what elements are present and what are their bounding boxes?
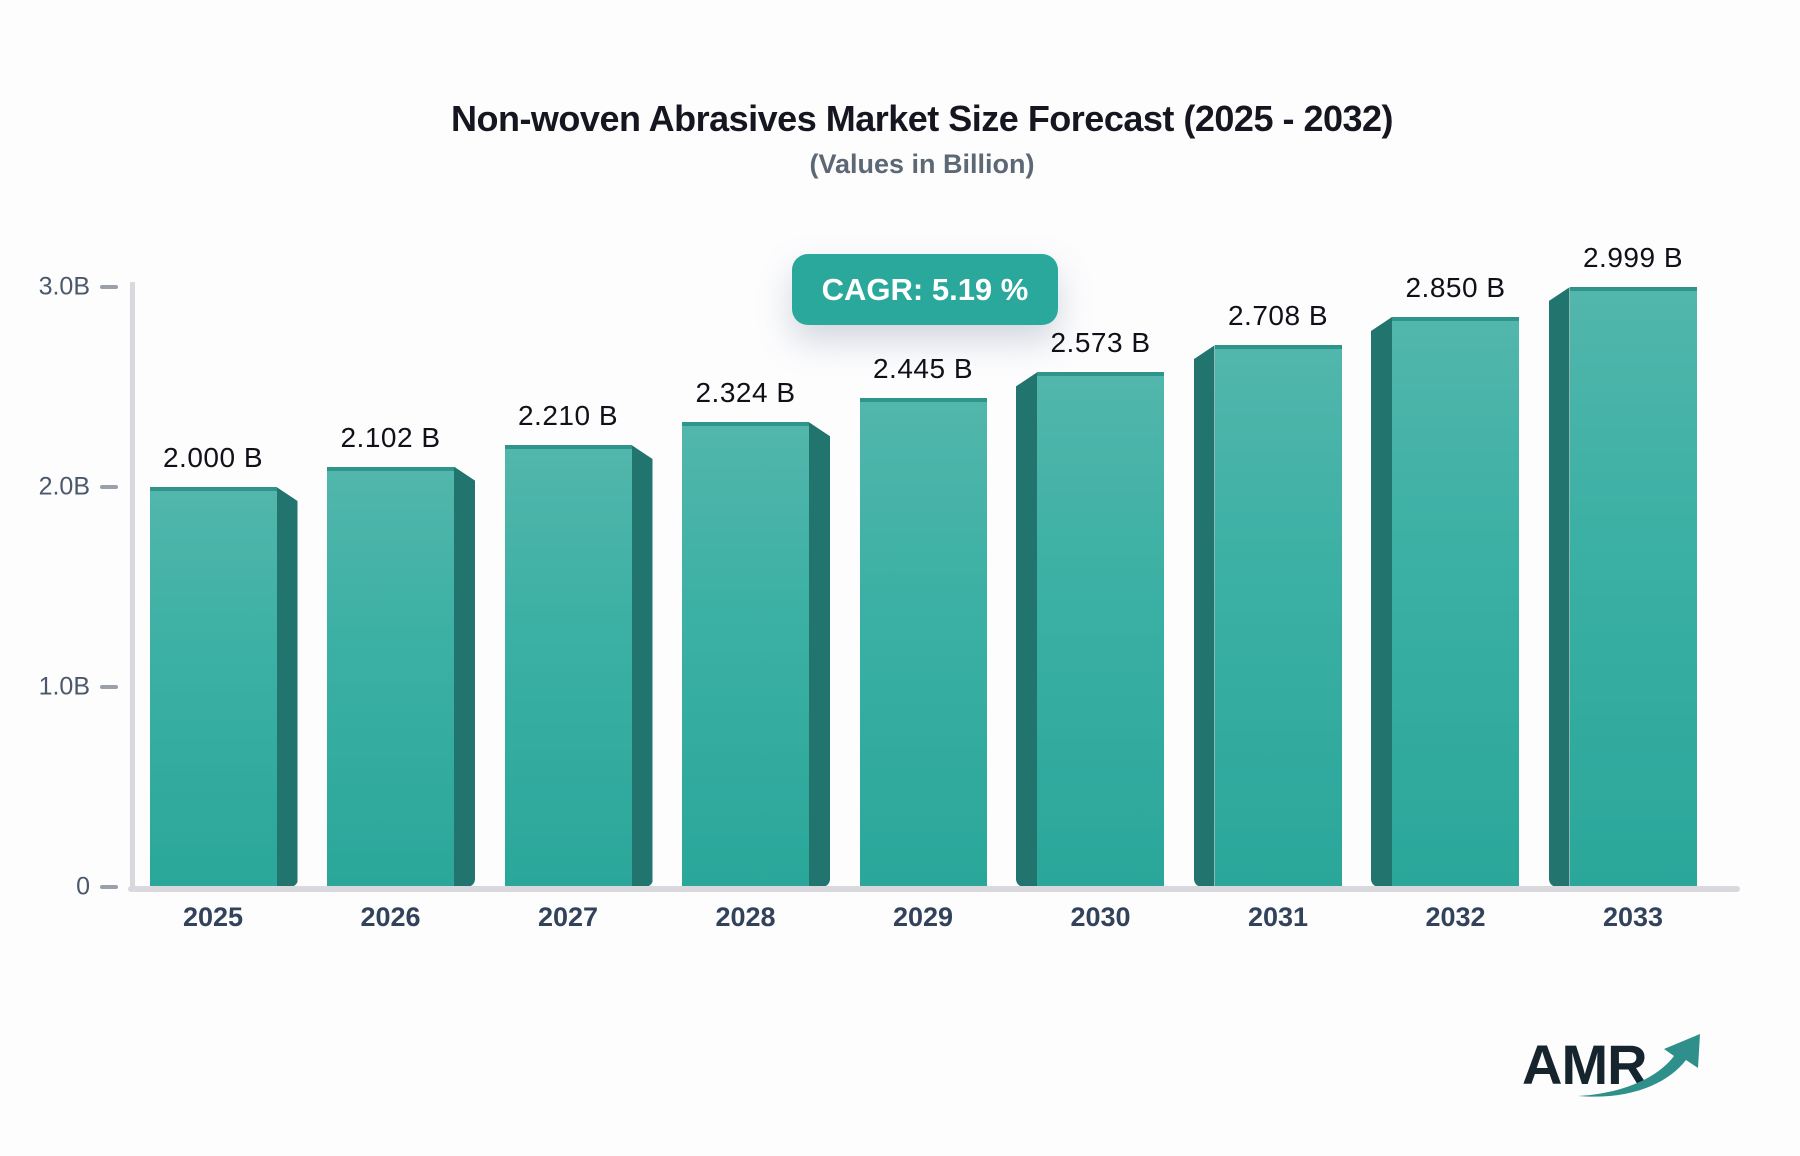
y-axis-tick-label: 3.0B [38, 272, 90, 301]
bar-2033 [1548, 287, 1697, 887]
bar-side-shadow [631, 445, 653, 887]
bar-face [1569, 287, 1697, 887]
amr-logo-text: AMR [1522, 1033, 1647, 1096]
bar-2030 [1016, 372, 1164, 887]
x-axis-tick-label: 2032 [1425, 902, 1486, 932]
y-axis-line [130, 282, 135, 890]
bar-face [1392, 317, 1519, 887]
bar-value-label: 2.102 B [340, 421, 441, 453]
y-axis-tick-label: 1.0B [38, 672, 90, 701]
bar-side-shadow [1548, 287, 1570, 887]
x-axis-tick-label: 2026 [360, 902, 421, 932]
amr-logo-arrow-icon [1578, 1034, 1700, 1097]
y-axis-tick-mark [100, 485, 118, 489]
chart-subtitle: (Values in Billion) [809, 149, 1035, 179]
y-axis-tick-label: 2.0B [38, 472, 90, 501]
x-axis-tick-label: 2027 [537, 902, 599, 932]
bar-value-label: 2.573 B [1050, 327, 1151, 359]
bar-value-label: 2.708 B [1227, 300, 1329, 332]
bar-face [327, 466, 454, 887]
y-axis-tick-mark [100, 285, 118, 289]
bar-face [149, 487, 277, 887]
x-axis-tick-label: 2030 [1070, 902, 1131, 932]
bar-face [1037, 372, 1164, 887]
bar-face [682, 422, 809, 887]
bar-side-shadow [1193, 345, 1215, 887]
bar-2026 [327, 466, 475, 887]
bar-2029 [859, 398, 987, 887]
bar-value-label: 2.850 B [1405, 272, 1506, 303]
bar-value-label: 2.210 B [517, 400, 619, 431]
cagr-badge: CAGR: 5.19 % [792, 254, 1058, 325]
y-axis-tick-mark [100, 885, 118, 889]
x-axis-tick-label: 2025 [182, 902, 244, 932]
bar-side-shadow [809, 422, 830, 887]
y-axis-tick-label: 0 [76, 872, 90, 901]
bar-face [504, 445, 632, 887]
bar-side-shadow [454, 466, 475, 887]
bar-face [1214, 345, 1342, 887]
chart-title: Non-woven Abrasives Market Size Forecast… [450, 98, 1394, 139]
bar-side-shadow [276, 487, 298, 887]
bar-side-shadow [1016, 372, 1037, 887]
x-axis-line [128, 886, 1740, 892]
bar-value-label: 2.324 B [695, 377, 796, 409]
bar-2025 [149, 487, 298, 887]
x-axis-tick-label: 2029 [892, 902, 954, 932]
amr-logo: AMR [1522, 1033, 1700, 1097]
cagr-badge-label: CAGR: 5.19 % [821, 271, 1029, 307]
bar-2027 [504, 445, 653, 887]
bar-2028 [682, 422, 830, 887]
bar-2032 [1371, 317, 1519, 887]
bar-face [859, 398, 987, 887]
bar-value-label: 2.445 B [872, 353, 974, 384]
bar-value-label: 2.999 B [1582, 242, 1684, 274]
bar-side-shadow [1371, 317, 1392, 887]
x-axis-tick-label: 2031 [1247, 902, 1309, 932]
x-axis-tick-label: 2033 [1602, 902, 1664, 932]
y-axis-tick-mark [100, 685, 118, 689]
x-axis-tick-label: 2028 [715, 902, 776, 932]
bar-2031 [1193, 345, 1342, 887]
bar-value-label: 2.000 B [162, 442, 264, 473]
